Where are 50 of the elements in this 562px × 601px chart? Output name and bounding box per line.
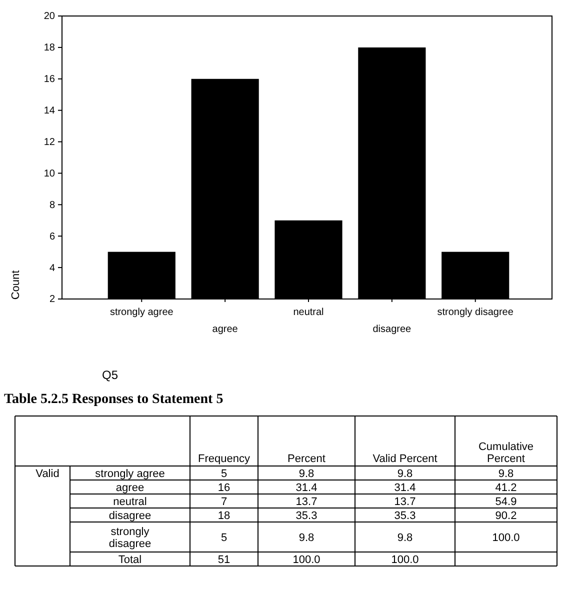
text: 31.4 — [296, 482, 318, 494]
text: 9.8 — [298, 532, 314, 544]
text: Frequency — [198, 453, 250, 465]
text: 51 — [218, 554, 230, 566]
text: 5 — [220, 532, 228, 544]
text: 9.8 — [397, 532, 413, 544]
text: Valid Percent — [372, 453, 438, 465]
y-tick-label: 18 — [44, 42, 56, 54]
y-tick-label: 14 — [44, 106, 56, 117]
text: 7 — [220, 496, 228, 508]
text: neutral — [113, 496, 147, 508]
x-tick-label: neutral — [293, 307, 324, 318]
y-tick-label: 2 — [49, 294, 56, 306]
y-tick-label: 10 — [44, 168, 56, 180]
y-tick-label: 16 — [44, 74, 56, 86]
text: 54.9 — [495, 496, 517, 508]
y-tick-label: 6 — [49, 231, 56, 242]
text: 16 — [218, 482, 230, 494]
text: 31.4 — [394, 482, 416, 494]
text: 9.8 — [397, 468, 413, 480]
y-axis-title: Count — [10, 270, 22, 300]
text: Cumulative Percent — [478, 441, 534, 465]
text: 90.2 — [495, 510, 517, 522]
x-tick-label: strongly agree — [110, 307, 174, 318]
text: 13.7 — [394, 496, 416, 508]
text: 18 — [218, 510, 230, 522]
y-tick-label: 12 — [44, 136, 56, 148]
text: Percent — [288, 453, 326, 465]
y-tick-label: 20 — [44, 11, 56, 22]
text: disagree — [108, 510, 152, 522]
x-axis-title: Q5 — [102, 368, 118, 382]
text: Valid — [36, 468, 60, 480]
text: strongly agree — [95, 468, 165, 480]
text: 35.3 — [394, 510, 416, 522]
text: 9.8 — [298, 468, 314, 480]
y-tick-label: 8 — [49, 200, 56, 211]
text: 100.0 — [391, 554, 419, 566]
text: strongly disagree — [108, 526, 152, 550]
text: Table 5.2.5 Responses to Statement 5 — [4, 392, 224, 407]
text: 9.8 — [498, 468, 514, 480]
text: agree — [116, 482, 144, 494]
text: 41.2 — [495, 482, 517, 494]
text: 35.3 — [296, 510, 318, 522]
text: 100.0 — [492, 532, 520, 544]
y-tick-label: 4 — [49, 262, 56, 274]
text: 13.7 — [296, 496, 318, 508]
text: 5 — [220, 468, 228, 480]
text: Total — [118, 554, 142, 566]
text: 100.0 — [292, 554, 320, 566]
x-tick-label: strongly disagree — [437, 307, 514, 318]
